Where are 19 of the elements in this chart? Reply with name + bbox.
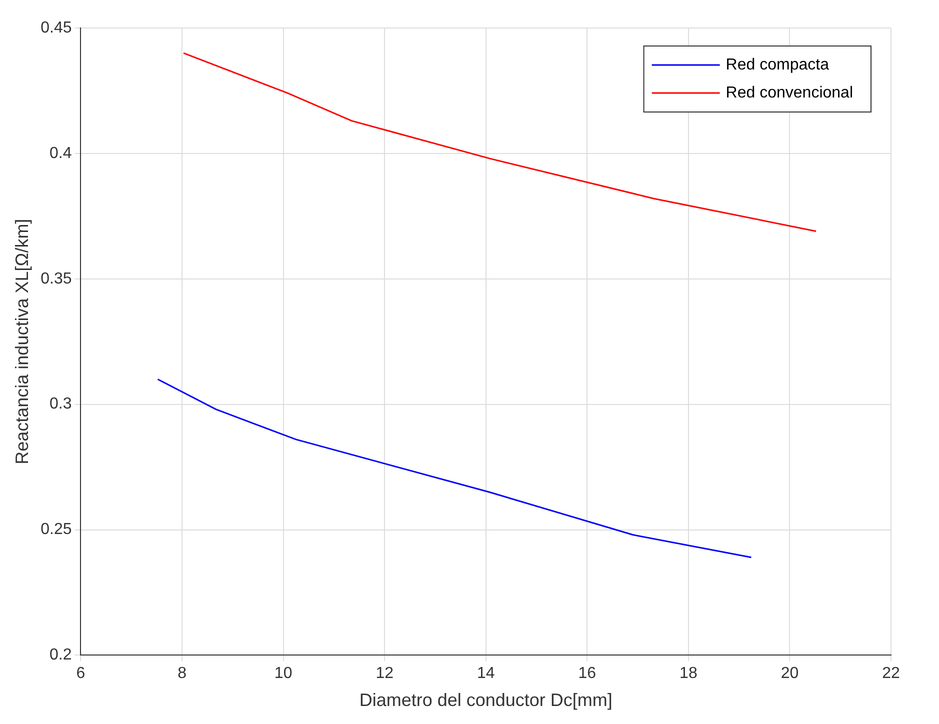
x-tick-label: 20: [780, 665, 799, 682]
x-tick-label: 12: [376, 665, 394, 682]
legend-label: Red compacta: [726, 56, 830, 74]
x-tick-label: 8: [178, 665, 187, 682]
x-tick-label: 22: [882, 665, 900, 682]
y-tick-label: 0.3: [49, 396, 72, 413]
y-axis-title: Reactancia inductiva XL[Ω/km]: [12, 218, 32, 464]
y-tick-label: 0.4: [49, 144, 72, 162]
y-tick-label: 0.2: [49, 646, 72, 664]
x-axis-title: Diametro del conductor Dc[mm]: [359, 690, 612, 710]
x-tick-label: 6: [76, 665, 86, 682]
x-tick-label: 16: [578, 665, 596, 682]
y-tick-label: 0.35: [40, 270, 72, 288]
x-tick-label: 14: [476, 665, 495, 682]
y-tick-label: 0.45: [40, 19, 72, 36]
x-tick-label: 10: [274, 665, 292, 682]
y-tick-label: 0.25: [40, 521, 72, 538]
x-tick-label: 18: [680, 665, 698, 682]
legend-label: Red convencional: [726, 84, 854, 102]
